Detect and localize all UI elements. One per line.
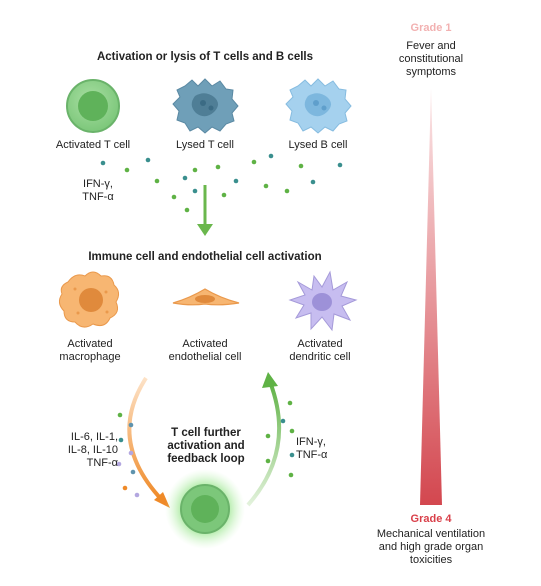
label-activated-macrophage: Activated macrophage xyxy=(59,338,121,363)
dendritic-cell-icon xyxy=(288,270,358,332)
severity-gradient-wedge xyxy=(420,88,442,505)
label-cytokines-left: IL-6, IL-1, IL-8, IL-10 TNF-α xyxy=(67,431,118,469)
lysed-t-cell-icon xyxy=(172,78,239,134)
grade-4-description: Mechanical ventilation and high grade or… xyxy=(376,528,486,566)
label-cytokines-top: IFN-γ, TNF-α xyxy=(82,178,114,203)
cytokine-dots-right xyxy=(265,400,295,478)
macrophage-icon xyxy=(58,271,120,328)
lysed-b-cell-icon xyxy=(285,78,352,134)
activated-t-cell-icon xyxy=(66,79,120,133)
label-lysed-t-cell: Lysed T cell xyxy=(176,139,234,151)
down-arrow xyxy=(197,185,213,236)
glowing-t-cell-icon xyxy=(165,469,245,549)
label-feedback-loop: T cell further activation and feedback l… xyxy=(167,427,245,465)
cytokine-dots-top xyxy=(100,153,343,213)
label-activated-t-cell: Activated T cell xyxy=(55,139,131,151)
cytokine-dots-left xyxy=(116,412,140,498)
label-activated-endothelial-cell: Activated endothelial cell xyxy=(168,338,242,363)
grade-1-title: Grade 1 xyxy=(410,22,452,34)
label-activated-dendritic-cell: Activated dendritic cell xyxy=(289,338,351,363)
green-curved-arrow xyxy=(246,372,282,507)
grade-1-description: Fever and constitutional symptoms xyxy=(398,40,464,78)
heading-immune-activation: Immune cell and endothelial cell activat… xyxy=(88,251,322,263)
grade-4-title: Grade 4 xyxy=(410,513,452,525)
label-cytokines-right: IFN-γ, TNF-α xyxy=(296,436,328,461)
label-lysed-b-cell: Lysed B cell xyxy=(288,139,348,151)
endothelial-cell-icon xyxy=(172,288,240,306)
heading-activation-lysis: Activation or lysis of T cells and B cel… xyxy=(96,51,313,63)
